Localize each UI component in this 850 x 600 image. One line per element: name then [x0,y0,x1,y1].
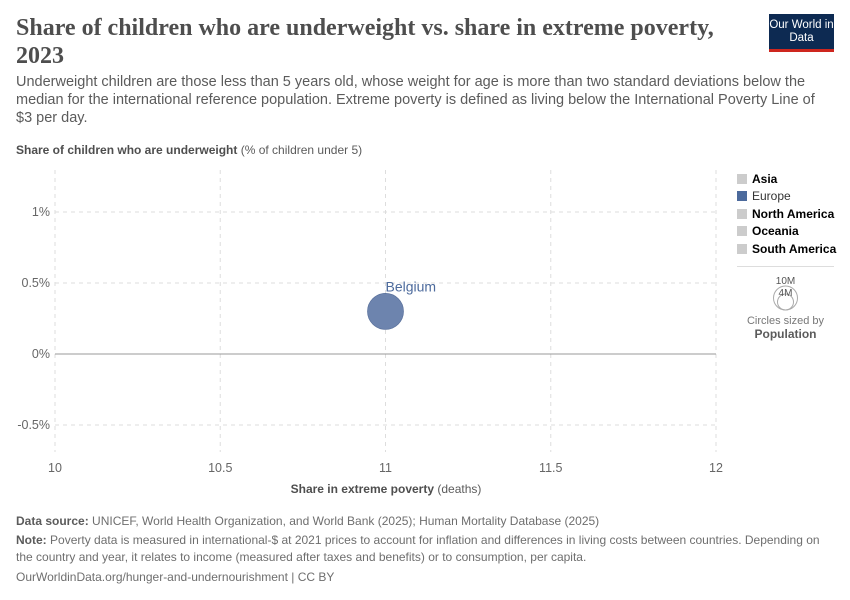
size-large-label: 10M [776,276,795,287]
legend-swatch [737,226,747,237]
y-axis-label: Share of children who are underweight (%… [16,143,363,157]
legend-swatch [737,243,747,254]
legend-swatch [737,173,747,184]
owid-logo[interactable]: Our World in Data [769,14,834,52]
y-tick-label: 1% [32,205,50,219]
chart-title: Share of children who are underweight vs… [16,15,714,69]
legend: Asia Europe North America Oceania South Amer… [737,170,836,258]
size-legend-circles: 10M 4M [773,276,798,311]
x-tick-label: 10 [48,461,62,475]
legend-item-europe[interactable]: Europe [737,188,836,206]
data-point-belgium[interactable] [367,293,404,330]
legend-divider [737,266,834,267]
size-legend: 10M 4M Circles sized by Population [737,272,834,341]
chart-subtitle: Underweight children are those less than… [16,74,815,126]
legend-label: North America [752,206,835,221]
x-tick-label: 11.5 [539,461,562,475]
point-label: Belgium [386,278,437,294]
legend-label: Europe [752,189,791,204]
size-small-label: 4M [779,288,793,299]
x-tick-label: 11 [379,461,392,475]
y-tick-label: 0% [32,347,50,361]
x-tick-label: 10.5 [208,461,232,475]
legend-label: Asia [752,171,778,186]
x-tick-label: 12 [709,461,723,475]
legend-item-north-america[interactable]: North America [737,205,836,223]
legend-swatch [737,191,747,202]
legend-item-asia[interactable]: Asia [737,170,836,188]
legend-swatch [737,208,747,219]
size-variable[interactable]: Population [754,327,817,341]
legend-item-oceania[interactable]: Oceania [737,223,836,241]
data-source: Data source: UNICEF, World Health Organi… [16,514,600,528]
y-tick-label: -0.5% [17,418,50,432]
legend-item-south-america[interactable]: South America [737,240,836,258]
x-axis-label: Share in extreme poverty (deaths) [291,482,482,496]
legend-label: South America [752,241,837,256]
note: Note: Poverty data is measured in intern… [16,533,820,564]
source-url[interactable]: OurWorldinData.org/hunger-and-undernouri… [16,570,335,584]
y-tick-label: 0.5% [22,276,51,290]
size-caption: Circles sized by [746,315,825,327]
legend-label: Oceania [752,224,799,239]
